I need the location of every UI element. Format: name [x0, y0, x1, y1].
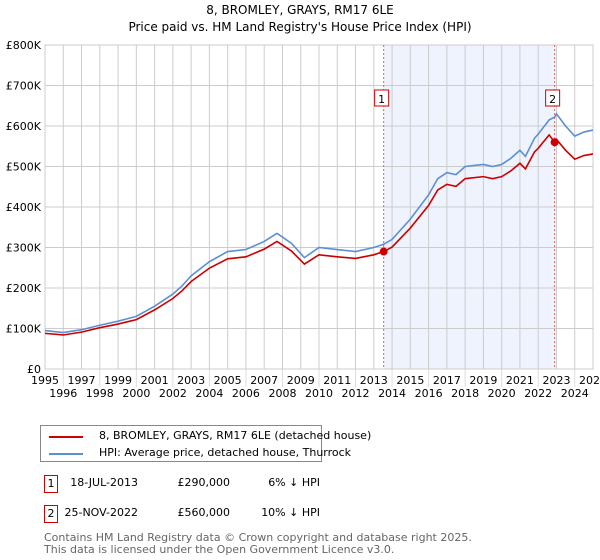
- x-tick-label: 2010: [305, 387, 333, 400]
- x-tick-label: 2000: [122, 387, 150, 400]
- y-tick-label: £400K: [6, 201, 42, 214]
- x-tick-label: 1997: [68, 374, 96, 387]
- x-tick-label: 2024: [561, 387, 589, 400]
- y-tick-label: £0: [27, 363, 41, 376]
- y-tick-label: £300K: [6, 242, 42, 255]
- price-chart: 1995199619971998199920002001200220032004…: [6, 39, 600, 400]
- hpi-series-line: [44, 112, 594, 334]
- x-tick-label: 1996: [49, 387, 77, 400]
- y-tick-label: £600K: [6, 120, 42, 133]
- x-tick-label: 1998: [86, 387, 114, 400]
- sale-label: 2: [549, 93, 556, 106]
- property-series-line: [44, 133, 594, 336]
- legend: 8, BROMLEY, GRAYS, RM17 6LE (detached ho…: [40, 425, 371, 462]
- x-tick-label: 2009: [287, 374, 315, 387]
- transaction-date: 18-JUL-2013: [70, 476, 138, 489]
- chart-title: 8, BROMLEY, GRAYS, RM17 6LE: [206, 3, 394, 17]
- footer-copyright: Contains HM Land Registry data © Crown c…: [44, 531, 472, 544]
- x-tick-label: 2018: [451, 387, 479, 400]
- x-tick-label: 2019: [469, 374, 497, 387]
- y-tick-label: £800K: [6, 39, 42, 52]
- legend-red-line: [49, 436, 83, 438]
- transaction-price: £560,000: [177, 506, 231, 519]
- sale-label-box: [374, 89, 390, 107]
- x-tick-label: 2002: [159, 387, 187, 400]
- y-tick-label: £100K: [6, 323, 42, 336]
- footer-licence: This data is licensed under the Open Gov…: [44, 543, 395, 556]
- x-tick-label: 1999: [104, 374, 132, 387]
- transaction-hpi-diff: 10% ↓ HPI: [261, 506, 320, 519]
- chart-subtitle: Price paid vs. HM Land Registry's House …: [128, 20, 472, 34]
- sale-label-box: [545, 89, 561, 107]
- x-tick-label: 2020: [488, 387, 516, 400]
- x-tick-label: 2005: [214, 374, 242, 387]
- x-tick-label: 2022: [524, 387, 552, 400]
- legend-label-property: 8, BROMLEY, GRAYS, RM17 6LE (detached ho…: [99, 429, 372, 442]
- x-tick-label: 2003: [177, 374, 205, 387]
- x-tick-label: 2006: [232, 387, 260, 400]
- y-tick-label: £700K: [6, 80, 42, 93]
- x-tick-label: 2014: [378, 387, 406, 400]
- x-tick-label: 2012: [342, 387, 370, 400]
- transaction-date: 25-NOV-2022: [64, 506, 138, 519]
- legend-blue-line: [49, 453, 83, 455]
- sale-point: [379, 247, 388, 256]
- x-tick-label: 2017: [433, 374, 461, 387]
- x-tick-label: 2023: [542, 374, 570, 387]
- legend-label-hpi: HPI: Average price, detached house, Thur…: [99, 446, 352, 459]
- x-tick-label: 2011: [323, 374, 351, 387]
- sale-point: [550, 138, 559, 147]
- transaction-price: £290,000: [177, 476, 231, 489]
- y-tick-label: £500K: [6, 161, 42, 174]
- x-tick-label: 2001: [141, 374, 169, 387]
- y-tick-label: £200K: [6, 282, 42, 295]
- x-tick-label: 2008: [268, 387, 296, 400]
- x-tick-label: 2021: [506, 374, 534, 387]
- transaction-marker-1: 1: [44, 475, 58, 493]
- transaction-marker-2: 2: [44, 505, 58, 523]
- x-tick-label: 2016: [415, 387, 443, 400]
- x-tick-label: 2007: [250, 374, 278, 387]
- x-tick-label: 2025: [579, 374, 600, 387]
- x-tick-label: 2004: [195, 387, 223, 400]
- x-tick-label: 2015: [396, 374, 424, 387]
- x-tick-label: 2013: [360, 374, 388, 387]
- sale-label: 1: [378, 93, 385, 106]
- transaction-hpi-diff: 6% ↓ HPI: [268, 476, 320, 489]
- x-tick-label: 1995: [31, 374, 59, 387]
